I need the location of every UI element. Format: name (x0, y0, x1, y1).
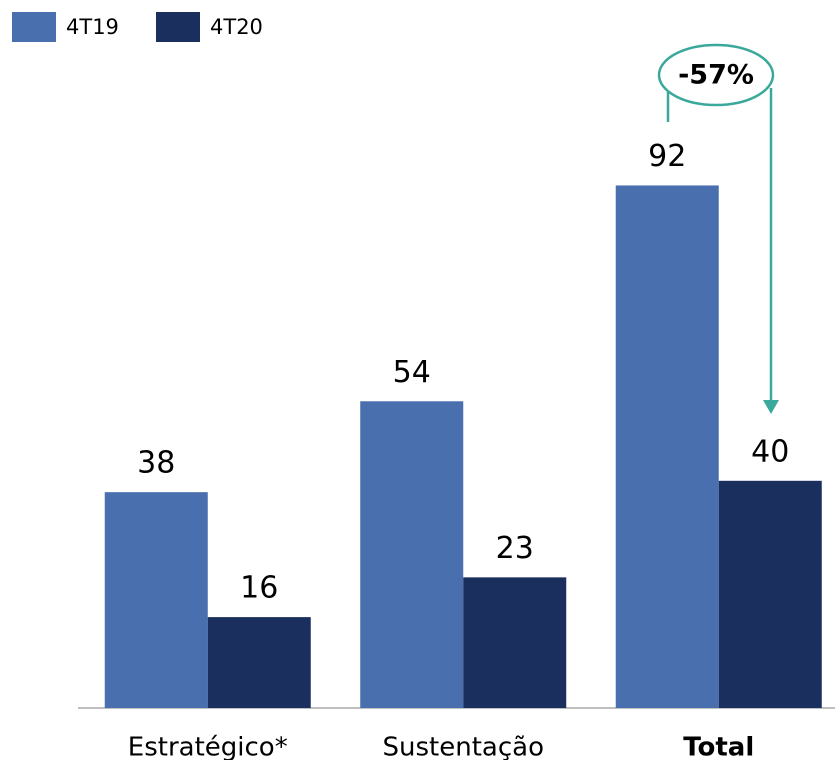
bar (463, 577, 567, 708)
value-label: 40 (751, 434, 789, 469)
annotation-ellipse (657, 43, 775, 107)
arrow-head (763, 400, 779, 414)
x-tick-label: Estratégico* (128, 733, 288, 760)
value-label: 23 (496, 531, 534, 566)
value-label: 54 (393, 355, 431, 390)
value-label: 38 (137, 446, 175, 481)
value-label: 16 (240, 571, 278, 606)
legend-label: 4T20 (210, 15, 263, 39)
legend-swatch (12, 12, 56, 42)
legend-swatch (156, 12, 200, 42)
x-tick-label: Total (683, 733, 754, 760)
bar (615, 185, 719, 708)
bar (718, 480, 822, 708)
x-tick-label: Sustentação (383, 733, 544, 760)
bar (360, 401, 464, 708)
legend-label: 4T19 (66, 15, 119, 39)
annotation: -57% (678, 60, 754, 91)
value-label: 92 (648, 139, 686, 174)
bar (104, 492, 208, 708)
bar (207, 617, 311, 708)
